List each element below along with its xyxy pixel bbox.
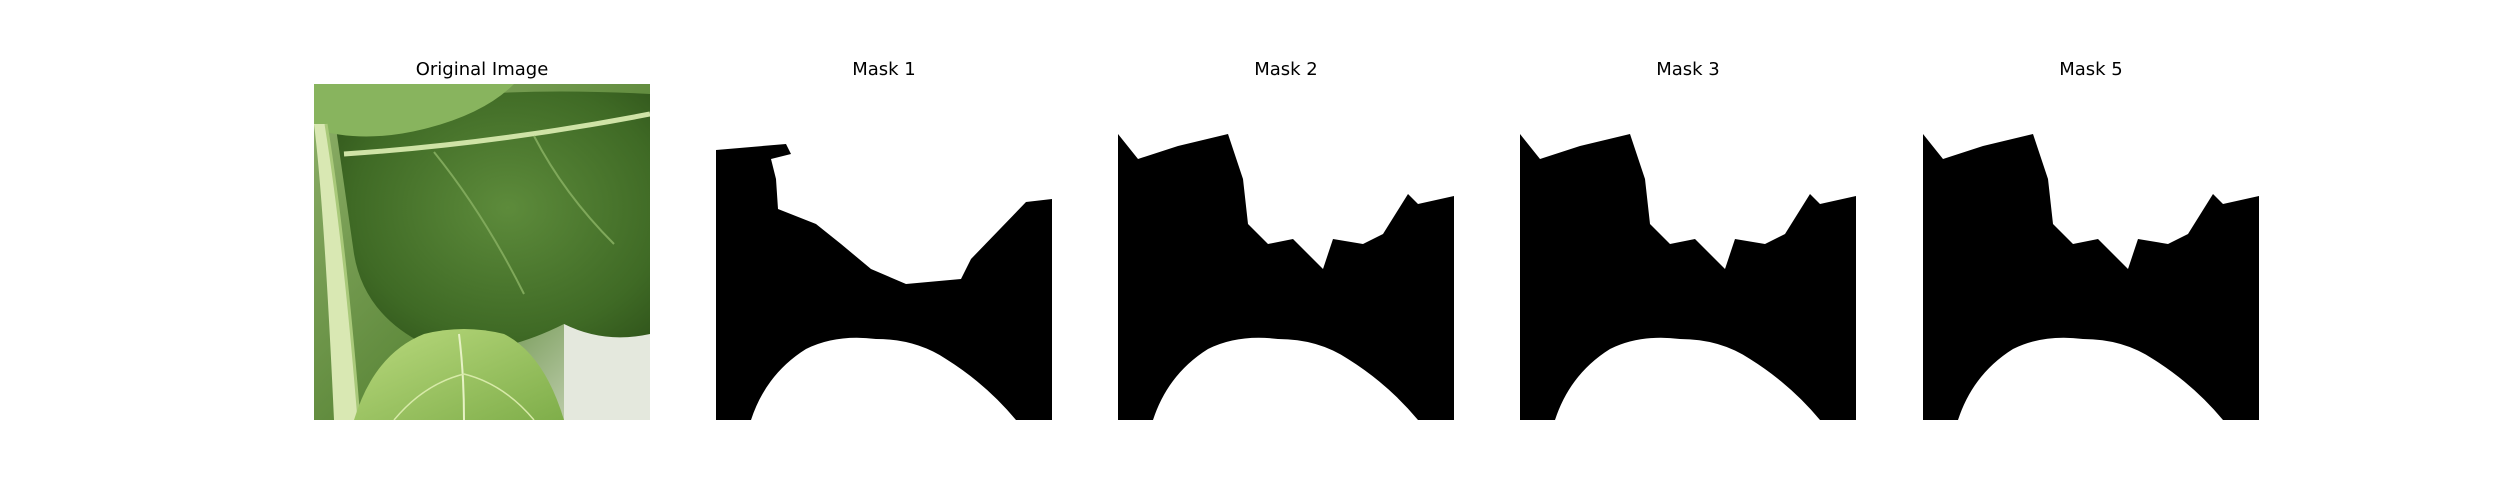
panel-title: Mask 3 [1656, 59, 1720, 80]
panel-title: Mask 2 [1254, 59, 1318, 80]
mask-5-image [1923, 84, 2259, 420]
panel-title: Original Image [415, 59, 549, 80]
mask-2-image [1118, 84, 1454, 420]
panel-title: Mask 1 [852, 59, 916, 80]
mask-1-image [716, 84, 1052, 420]
mask-3-image [1520, 84, 1856, 420]
original-image [314, 84, 650, 420]
panel-title: Mask 5 [2059, 59, 2123, 80]
